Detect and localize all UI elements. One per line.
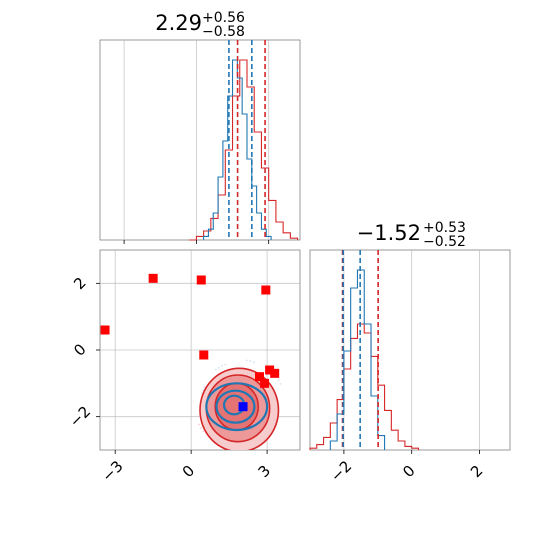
title-median: 2.29 xyxy=(155,11,202,35)
sample-point xyxy=(202,430,205,433)
x-tick-label: 0 xyxy=(399,462,418,481)
panel-title: −1.52 xyxy=(357,221,421,245)
sample-point xyxy=(200,427,202,429)
marker-red-square xyxy=(261,285,271,295)
marker-red-square xyxy=(254,372,264,382)
title-lower-error: −0.58 xyxy=(202,24,245,40)
y-tick-label: 0 xyxy=(70,340,89,359)
panel-title: 2.29 xyxy=(155,11,202,35)
sample-point xyxy=(245,359,248,362)
sample-point xyxy=(217,366,220,369)
x-tick-label: −2 xyxy=(327,457,355,485)
plot-frame xyxy=(99,39,301,241)
contour-blue xyxy=(215,389,256,424)
marker-red-square xyxy=(265,365,275,375)
scatter-contour-panel: −3 0 3 −2 0 2 xyxy=(66,249,301,485)
title-upper-error: +0.53 xyxy=(423,220,466,236)
sample-point xyxy=(224,363,227,366)
plot-frame xyxy=(309,249,511,451)
marker-red-square xyxy=(148,273,158,283)
title-upper-error: +0.56 xyxy=(202,10,245,26)
title-lower-error: −0.52 xyxy=(423,234,466,250)
contour-blue xyxy=(205,382,269,432)
sample-point xyxy=(277,379,280,382)
marker-red-square xyxy=(270,368,280,378)
x-tick-label: 2 xyxy=(467,462,486,481)
x-tick-label: 0 xyxy=(179,462,198,481)
marker-blue-square xyxy=(238,402,248,412)
x-tick-label: −3 xyxy=(98,457,126,485)
histogram-panel-param-1: −2 0 2 −1.52 +0.53 −0.52 xyxy=(309,220,511,485)
histogram-panel-param-0: 2.29 +0.56 −0.58 xyxy=(99,10,301,244)
sample-point xyxy=(253,361,255,364)
marker-red-square xyxy=(260,378,270,388)
sample-point xyxy=(221,365,223,367)
marker-red-square xyxy=(199,350,209,360)
sample-point xyxy=(214,368,217,371)
marker-red-square xyxy=(196,275,206,285)
y-tick-label: 2 xyxy=(70,274,89,293)
sample-point xyxy=(279,383,282,385)
x-tick-label: 3 xyxy=(255,462,274,481)
sample-point xyxy=(203,385,206,388)
sample-point xyxy=(249,360,252,363)
y-tick-label: −2 xyxy=(66,402,94,430)
marker-red-square xyxy=(100,325,110,335)
histogram-red xyxy=(189,59,299,241)
title-median: −1.52 xyxy=(357,221,421,245)
histogram-red xyxy=(309,323,420,450)
sample-point xyxy=(198,423,200,426)
